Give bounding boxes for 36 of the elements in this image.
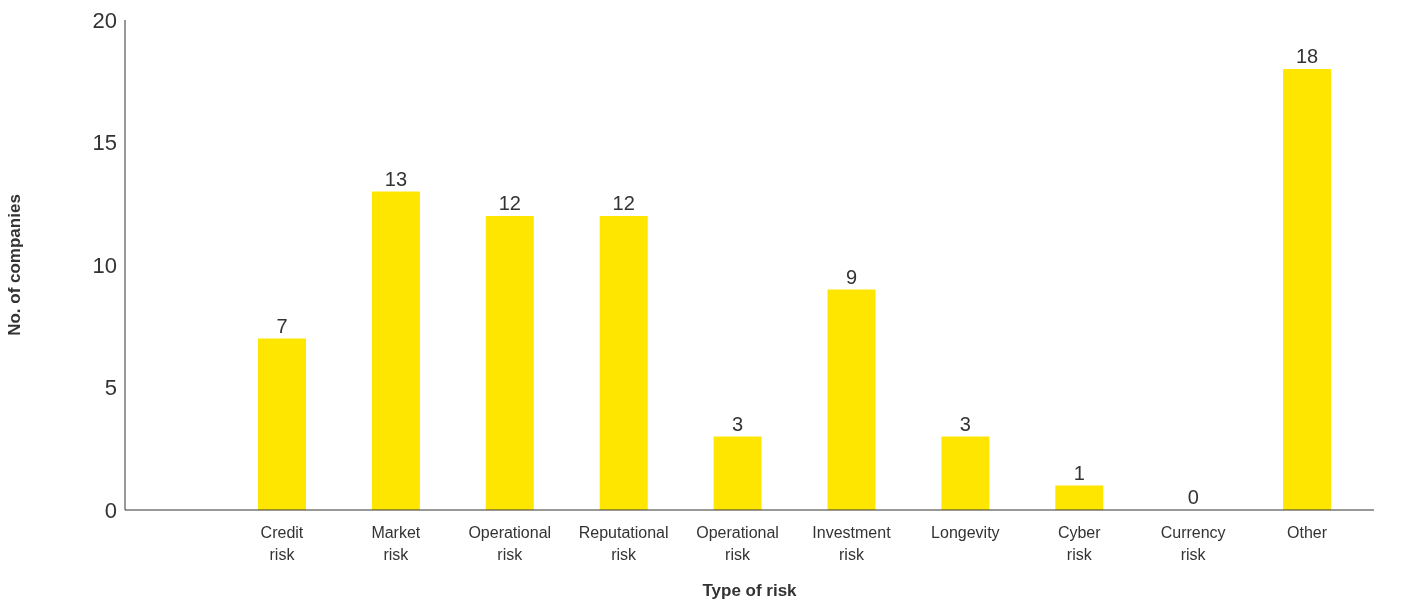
- data-label: 3: [959, 412, 971, 435]
- y-tick-label: 10: [92, 252, 117, 278]
- data-label: 1: [1073, 461, 1085, 484]
- bar: [713, 436, 762, 510]
- bar: [599, 216, 648, 510]
- x-tick-label: Operational risk: [696, 524, 779, 563]
- bar: [371, 191, 420, 510]
- x-tick-label: Cyber risk: [1057, 524, 1102, 563]
- bar: [1283, 69, 1332, 510]
- x-tick-label: Operational risk: [468, 524, 552, 563]
- bar: [827, 289, 876, 510]
- x-tick-label: Credit risk: [260, 524, 304, 563]
- data-label: 9: [845, 265, 858, 288]
- x-tick-label: Investment risk: [812, 524, 892, 563]
- bar: [485, 216, 534, 510]
- x-tick-label: Longevity: [931, 524, 1000, 541]
- data-label: 7: [276, 314, 288, 337]
- data-label: 13: [384, 167, 408, 190]
- data-label: 12: [612, 192, 635, 214]
- y-tick-label: 20: [92, 7, 117, 33]
- y-tick-label: 0: [104, 497, 117, 523]
- data-label: 18: [1295, 45, 1319, 67]
- bar: [1055, 485, 1104, 510]
- x-tick-label: Reputational risk: [578, 524, 669, 563]
- data-label: 12: [498, 192, 521, 214]
- x-tick-label: Other: [1287, 524, 1328, 541]
- x-axis-title: Type of risk: [702, 581, 798, 600]
- data-label: 3: [732, 412, 744, 435]
- y-tick-label: 5: [104, 375, 117, 401]
- data-label: 0: [1187, 486, 1199, 508]
- bar: [258, 338, 306, 510]
- y-axis-title: No. of companies: [5, 194, 25, 336]
- y-tick-label: 15: [92, 130, 117, 156]
- x-tick-label: Currency risk: [1160, 524, 1226, 563]
- bar: [941, 436, 990, 510]
- x-tick-label: Market risk: [371, 524, 421, 563]
